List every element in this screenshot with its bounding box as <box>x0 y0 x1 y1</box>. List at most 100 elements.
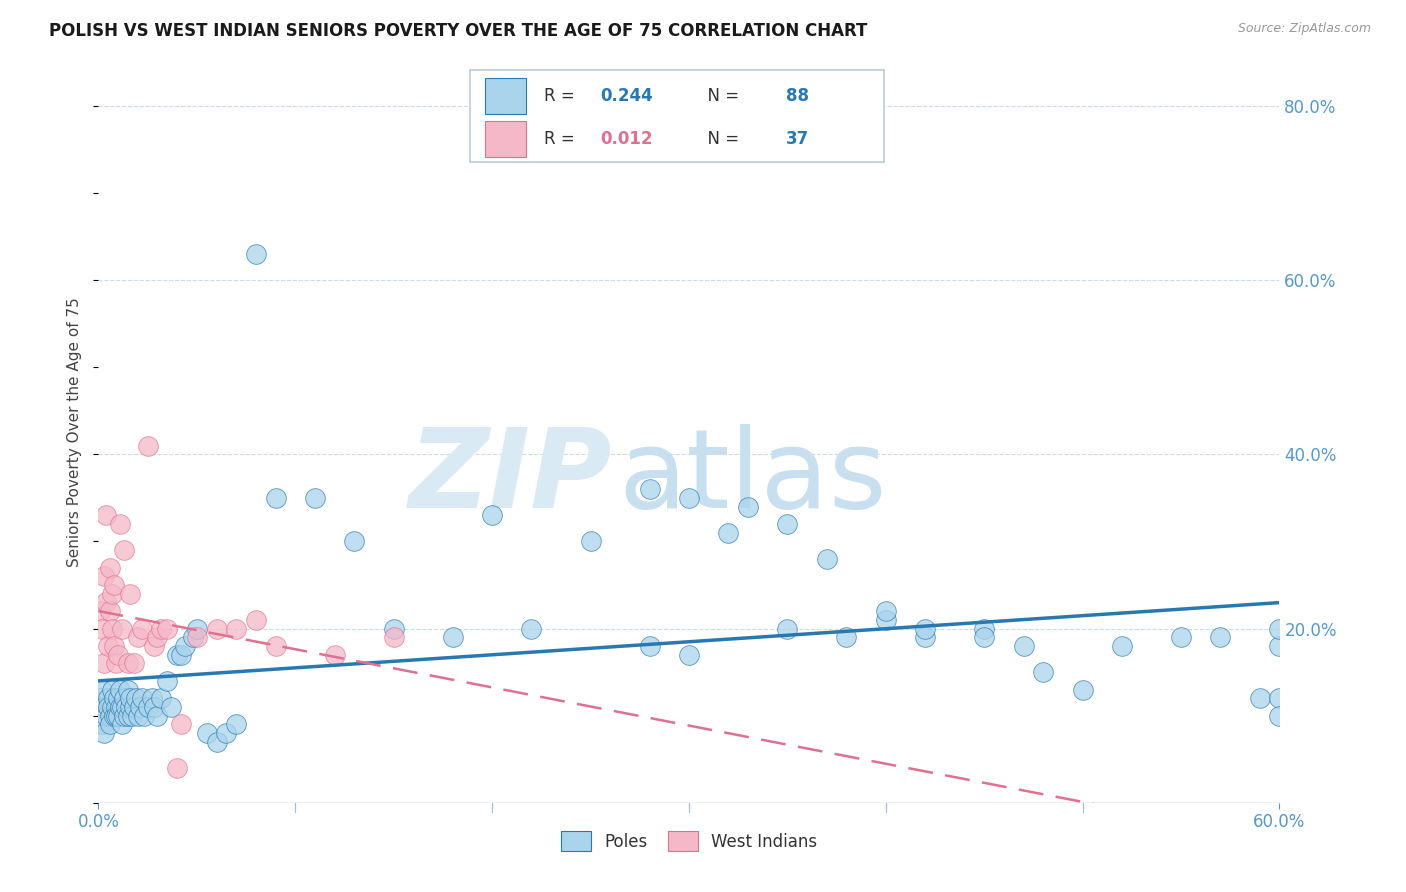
Point <box>98 604 121 618</box>
Point <box>914 630 936 644</box>
Text: 37: 37 <box>786 130 808 148</box>
Point <box>91 717 114 731</box>
Point <box>1032 665 1054 680</box>
Point <box>160 700 183 714</box>
Point <box>101 682 124 697</box>
FancyBboxPatch shape <box>485 78 526 113</box>
Point <box>815 552 838 566</box>
Point <box>215 726 238 740</box>
Point <box>264 491 287 505</box>
Point <box>108 517 131 532</box>
Point <box>91 622 114 636</box>
Point <box>111 717 134 731</box>
Point <box>112 691 135 706</box>
Point <box>115 700 138 714</box>
Point <box>245 613 267 627</box>
Point <box>737 500 759 514</box>
Point <box>112 708 135 723</box>
Point <box>118 587 141 601</box>
Point <box>638 639 661 653</box>
Point <box>520 622 543 636</box>
Point <box>245 247 267 261</box>
Text: 88: 88 <box>786 87 808 104</box>
Point <box>150 691 173 706</box>
Point <box>441 630 464 644</box>
Point <box>101 622 124 636</box>
Point <box>156 673 179 688</box>
Point <box>131 622 153 636</box>
Point <box>1268 639 1291 653</box>
Point <box>97 700 120 714</box>
Point <box>93 569 115 583</box>
Point <box>323 648 346 662</box>
Point <box>186 630 208 644</box>
Point <box>174 639 197 653</box>
Point <box>835 630 858 644</box>
Point <box>118 691 141 706</box>
FancyBboxPatch shape <box>485 121 526 157</box>
Point <box>1249 691 1271 706</box>
Point <box>93 700 115 714</box>
Point <box>1111 639 1133 653</box>
Point <box>103 691 125 706</box>
Point <box>97 639 120 653</box>
Point <box>111 700 134 714</box>
Point <box>121 708 143 723</box>
Point <box>89 691 111 706</box>
Point <box>481 508 503 523</box>
Point <box>89 604 111 618</box>
Point <box>122 657 145 671</box>
Point <box>166 761 188 775</box>
Point <box>105 700 128 714</box>
Point <box>96 595 118 609</box>
Point <box>125 691 148 706</box>
Point <box>678 491 700 505</box>
Point <box>96 508 118 523</box>
Text: 0.012: 0.012 <box>600 130 652 148</box>
Point <box>875 613 897 627</box>
Point <box>93 657 115 671</box>
Point <box>105 657 128 671</box>
Point <box>304 491 326 505</box>
Point <box>1012 639 1035 653</box>
Point <box>1170 630 1192 644</box>
Point <box>166 648 188 662</box>
Point <box>112 543 135 558</box>
Point <box>776 517 799 532</box>
Point <box>98 560 121 574</box>
Point <box>146 630 169 644</box>
Text: N =: N = <box>697 130 745 148</box>
Point <box>142 639 165 653</box>
Point <box>1268 708 1291 723</box>
Text: R =: R = <box>544 87 579 104</box>
Point <box>1209 630 1232 644</box>
Point <box>98 708 121 723</box>
Point <box>1268 622 1291 636</box>
Point <box>103 578 125 592</box>
Point <box>186 622 208 636</box>
Point <box>678 648 700 662</box>
Point <box>118 700 141 714</box>
Point <box>127 708 149 723</box>
Text: POLISH VS WEST INDIAN SENIORS POVERTY OVER THE AGE OF 75 CORRELATION CHART: POLISH VS WEST INDIAN SENIORS POVERTY OV… <box>49 22 868 40</box>
Point <box>579 534 602 549</box>
Point <box>150 622 173 636</box>
Point <box>264 639 287 653</box>
Point <box>101 587 124 601</box>
Point <box>1071 682 1094 697</box>
Point <box>717 525 740 540</box>
Point <box>117 708 139 723</box>
Text: R =: R = <box>544 130 579 148</box>
Point <box>101 700 124 714</box>
Point <box>105 708 128 723</box>
Point <box>132 708 155 723</box>
Point <box>205 622 228 636</box>
Point <box>914 622 936 636</box>
Point <box>98 717 121 731</box>
Point <box>141 691 163 706</box>
Legend: Poles, West Indians: Poles, West Indians <box>554 825 824 857</box>
Point <box>103 639 125 653</box>
Point <box>131 691 153 706</box>
Point <box>973 630 995 644</box>
Text: ZIP: ZIP <box>409 424 612 531</box>
